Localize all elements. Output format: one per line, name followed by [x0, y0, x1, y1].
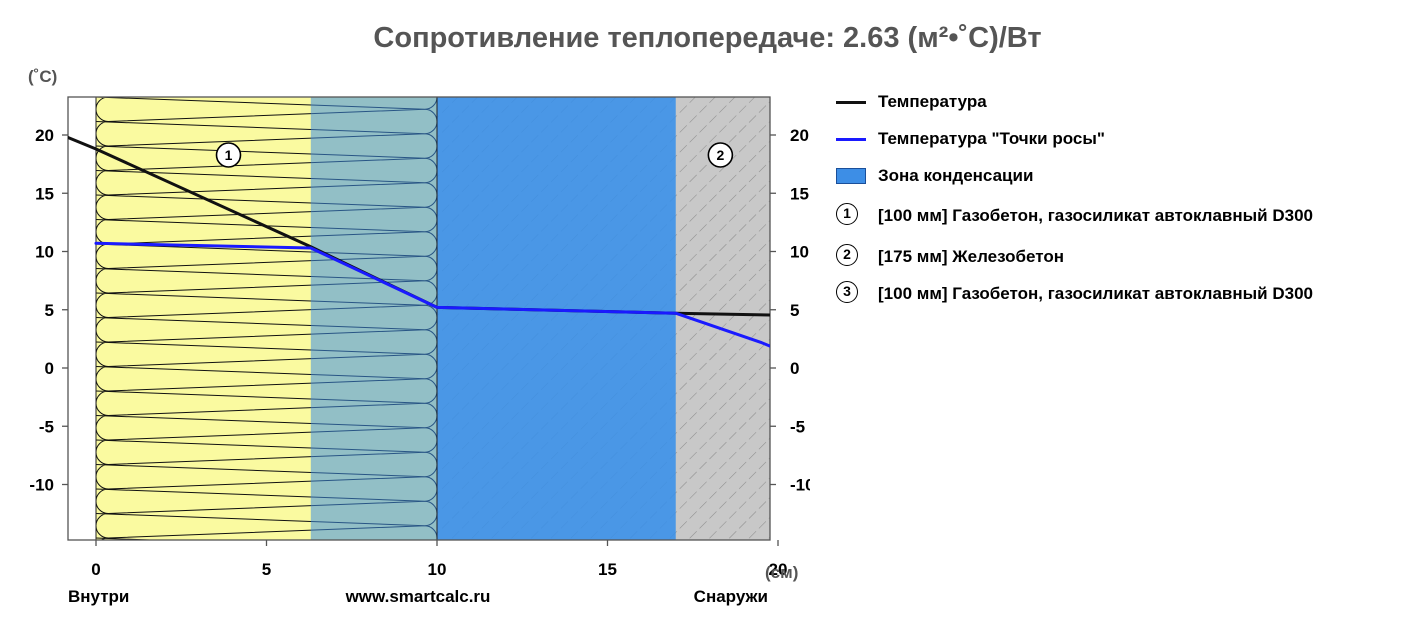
- legend-material-3: 3 [100 мм] Газобетон, газосиликат автокл…: [836, 281, 1396, 318]
- y-tick-label-right: 5: [790, 301, 799, 320]
- legend-condensation-label: Зона конденсации: [878, 166, 1034, 185]
- legend: Температура Температура "Точки росы" Зон…: [836, 92, 1396, 318]
- x-tick-label: 0: [91, 560, 100, 579]
- legend-dew-point-label: Температура "Точки росы": [878, 129, 1105, 148]
- y-tick-label-right: -5: [790, 417, 805, 436]
- legend-temperature-label: Температура: [878, 92, 987, 111]
- temperature-profile-chart: 2020151510105500-5-5-10-1005101520253035…: [28, 67, 810, 606]
- label-outside: Снаружи: [694, 587, 768, 606]
- plot-frame: [67, 96, 771, 541]
- marker-circle: [215, 142, 242, 168]
- marker-number: 2: [716, 147, 724, 163]
- x-unit-label: (см): [765, 563, 798, 582]
- y-tick-label-right: 15: [790, 184, 809, 203]
- y-tick-label-left: 20: [35, 126, 54, 145]
- x-tick-label: 15: [598, 560, 617, 579]
- dew-point-line: [94, 241, 770, 348]
- dew-point-line-swatch: [836, 138, 866, 141]
- condensation-zone-swatch: [836, 168, 866, 184]
- y-tick-label-right: -10: [790, 476, 810, 495]
- chart-title: Сопротивление теплопередаче: 2.63 (м²•˚C…: [373, 22, 1042, 54]
- layer-number-badge: 1: [836, 203, 858, 225]
- legend-material-2-label: [175 мм] Железобетон: [878, 247, 1065, 266]
- y-tick-label-left: -10: [29, 476, 54, 495]
- y-tick-label-right: 0: [790, 359, 799, 378]
- y-tick-label-left: 0: [45, 359, 54, 378]
- legend-material-1: 1 [100 мм] Газобетон, газосиликат автокл…: [836, 203, 1396, 240]
- temperature-line-swatch: [836, 101, 866, 104]
- legend-material-3-label: [100 мм] Газобетон, газосиликат автоклав…: [878, 284, 1313, 303]
- y-tick-label-left: -5: [39, 417, 54, 436]
- legend-material-1-label: [100 мм] Газобетон, газосиликат автоклав…: [878, 206, 1313, 225]
- marker-number: 1: [225, 147, 233, 163]
- marker-circle: [707, 142, 734, 168]
- y-unit-label: (˚C): [28, 67, 57, 86]
- legend-material-2: 2 [175 мм] Железобетон: [836, 244, 1396, 281]
- layer-2-marker: 2: [707, 142, 734, 168]
- x-tick-label: 20: [769, 560, 788, 579]
- label-website: www.smartcalc.ru: [345, 587, 491, 606]
- x-tick-label: 10: [428, 560, 447, 579]
- condensation-hatch: [437, 97, 676, 540]
- legend-item-temperature: Температура: [836, 92, 1396, 129]
- x-tick-label: 5: [262, 560, 271, 579]
- legend-item-dew-point: Температура "Точки росы": [836, 129, 1396, 166]
- y-tick-label-right: 20: [790, 126, 809, 145]
- condensation-zone-1: [310, 97, 437, 540]
- y-tick-label-left: 5: [45, 301, 54, 320]
- label-inside: Внутри: [68, 587, 129, 606]
- layer-1-marker: 1: [215, 142, 242, 168]
- layer-number-badge: 2: [836, 244, 858, 266]
- legend-item-condensation: Зона конденсации: [836, 166, 1396, 203]
- y-tick-label-left: 15: [35, 184, 54, 203]
- y-tick-label-left: 10: [35, 243, 54, 262]
- layer-number-badge: 3: [836, 281, 858, 303]
- y-tick-label-right: 10: [790, 243, 809, 262]
